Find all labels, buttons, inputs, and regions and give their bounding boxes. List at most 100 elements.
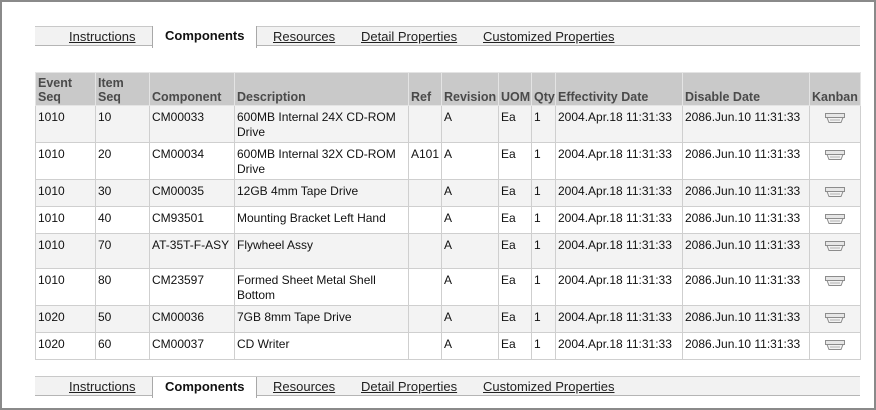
cell-disable-date: 2086.Jun.10 11:31:33 bbox=[682, 179, 810, 207]
cell-kanban bbox=[809, 305, 861, 333]
cell-item-seq: 10 bbox=[95, 105, 150, 143]
table-row: 1010 10 CM00033 600MB Internal 24X CD-ROM D… bbox=[35, 105, 861, 143]
tab-detail-properties[interactable]: Detail Properties bbox=[361, 29, 458, 44]
cell-effectivity-date: 2004.Apr.18 11:31:33 bbox=[555, 142, 683, 180]
cell-kanban bbox=[809, 179, 861, 207]
header-disable-date: Disable Date bbox=[682, 72, 810, 106]
kanban-icon[interactable] bbox=[824, 213, 846, 225]
table-row: 1010 30 CM00035 12GB 4mm Tape Drive A Ea 1 2004… bbox=[35, 179, 861, 207]
tab-resources[interactable]: Resources bbox=[273, 29, 336, 44]
cell-item-seq: 70 bbox=[95, 233, 150, 269]
cell-ref bbox=[408, 179, 442, 207]
cell-ref bbox=[408, 105, 442, 143]
cell-effectivity-date: 2004.Apr.18 11:31:33 bbox=[555, 233, 683, 269]
tab-customized-properties[interactable]: Customized Properties bbox=[483, 29, 615, 44]
cell-item-seq: 30 bbox=[95, 179, 150, 207]
cell-revision: A bbox=[441, 268, 499, 306]
cell-component: CM00034 bbox=[149, 142, 235, 180]
cell-uom: Ea bbox=[498, 268, 532, 306]
tab-detail-properties[interactable]: Detail Properties bbox=[361, 379, 458, 394]
cell-component: CM00035 bbox=[149, 179, 235, 207]
kanban-icon[interactable] bbox=[824, 149, 846, 161]
cell-ref bbox=[408, 233, 442, 269]
tab-bar-top: Instructions Components Resources Detail… bbox=[35, 26, 860, 48]
cell-component: CM00033 bbox=[149, 105, 235, 143]
cell-kanban bbox=[809, 268, 861, 306]
cell-kanban bbox=[809, 332, 861, 360]
cell-qty: 1 bbox=[531, 305, 556, 333]
table-row: 1010 40 CM93501 Mounting Bracket Left Hand A… bbox=[35, 206, 861, 234]
cell-effectivity-date: 2004.Apr.18 11:31:33 bbox=[555, 179, 683, 207]
components-table: Event Seq Item Seq Component Description… bbox=[35, 72, 861, 360]
cell-uom: Ea bbox=[498, 233, 532, 269]
cell-component: CM93501 bbox=[149, 206, 235, 234]
cell-disable-date: 2086.Jun.10 11:31:33 bbox=[682, 206, 810, 234]
tab-resources[interactable]: Resources bbox=[273, 379, 336, 394]
table-header-row: Event Seq Item Seq Component Description… bbox=[35, 72, 861, 106]
table-row: 1020 60 CM00037 CD Writer A Ea 1 2004.Apr.18 11… bbox=[35, 332, 861, 360]
cell-kanban bbox=[809, 206, 861, 234]
cell-ref bbox=[408, 268, 442, 306]
cell-qty: 1 bbox=[531, 268, 556, 306]
cell-disable-date: 2086.Jun.10 11:31:33 bbox=[682, 332, 810, 360]
tab-components[interactable]: Components bbox=[152, 26, 258, 48]
cell-event-seq: 1010 bbox=[35, 233, 96, 269]
cell-uom: Ea bbox=[498, 179, 532, 207]
table-row: 1010 20 CM00034 600MB Internal 32X CD-ROM D… bbox=[35, 142, 861, 180]
cell-ref bbox=[408, 206, 442, 234]
table-row: 1010 80 CM23597 Formed Sheet Metal Shell Bo… bbox=[35, 268, 861, 306]
cell-effectivity-date: 2004.Apr.18 11:31:33 bbox=[555, 268, 683, 306]
kanban-icon[interactable] bbox=[824, 186, 846, 198]
header-component: Component bbox=[149, 72, 235, 106]
cell-qty: 1 bbox=[531, 142, 556, 180]
cell-qty: 1 bbox=[531, 332, 556, 360]
cell-item-seq: 60 bbox=[95, 332, 150, 360]
cell-kanban bbox=[809, 142, 861, 180]
cell-effectivity-date: 2004.Apr.18 11:31:33 bbox=[555, 305, 683, 333]
cell-description: CD Writer bbox=[234, 332, 409, 360]
cell-event-seq: 1020 bbox=[35, 305, 96, 333]
cell-kanban bbox=[809, 105, 861, 143]
cell-description: 12GB 4mm Tape Drive bbox=[234, 179, 409, 207]
cell-component: CM00037 bbox=[149, 332, 235, 360]
header-effectivity-date: Effectivity Date bbox=[555, 72, 683, 106]
kanban-icon[interactable] bbox=[824, 275, 846, 287]
cell-component: AT-35T-F-ASY bbox=[149, 233, 235, 269]
tab-instructions[interactable]: Instructions bbox=[69, 29, 136, 44]
kanban-icon[interactable] bbox=[824, 312, 846, 324]
header-kanban: Kanban bbox=[809, 72, 861, 106]
cell-disable-date: 2086.Jun.10 11:31:33 bbox=[682, 105, 810, 143]
cell-effectivity-date: 2004.Apr.18 11:31:33 bbox=[555, 206, 683, 234]
cell-description: Mounting Bracket Left Hand bbox=[234, 206, 409, 234]
cell-revision: A bbox=[441, 142, 499, 180]
cell-qty: 1 bbox=[531, 206, 556, 234]
cell-kanban bbox=[809, 233, 861, 269]
tab-components[interactable]: Components bbox=[152, 377, 258, 398]
cell-item-seq: 40 bbox=[95, 206, 150, 234]
cell-qty: 1 bbox=[531, 105, 556, 143]
cell-revision: A bbox=[441, 305, 499, 333]
kanban-icon[interactable] bbox=[824, 112, 846, 124]
cell-uom: Ea bbox=[498, 332, 532, 360]
cell-disable-date: 2086.Jun.10 11:31:33 bbox=[682, 305, 810, 333]
cell-revision: A bbox=[441, 332, 499, 360]
cell-event-seq: 1020 bbox=[35, 332, 96, 360]
cell-uom: Ea bbox=[498, 206, 532, 234]
tab-instructions[interactable]: Instructions bbox=[69, 379, 136, 394]
cell-item-seq: 80 bbox=[95, 268, 150, 306]
cell-revision: A bbox=[441, 179, 499, 207]
header-item-seq: Item Seq bbox=[95, 72, 150, 106]
cell-component: CM00036 bbox=[149, 305, 235, 333]
cell-ref bbox=[408, 332, 442, 360]
header-description: Description bbox=[234, 72, 409, 106]
table-row: 1010 70 AT-35T-F-ASY Flywheel Assy A Ea 1 2004.… bbox=[35, 233, 861, 269]
tab-bar-bottom: Instructions Components Resources Detail… bbox=[35, 376, 860, 398]
cell-uom: Ea bbox=[498, 305, 532, 333]
cell-qty: 1 bbox=[531, 179, 556, 207]
cell-revision: A bbox=[441, 105, 499, 143]
tab-customized-properties[interactable]: Customized Properties bbox=[483, 379, 615, 394]
kanban-icon[interactable] bbox=[824, 240, 846, 252]
kanban-icon[interactable] bbox=[824, 339, 846, 351]
header-qty: Qty bbox=[531, 72, 556, 106]
cell-event-seq: 1010 bbox=[35, 105, 96, 143]
